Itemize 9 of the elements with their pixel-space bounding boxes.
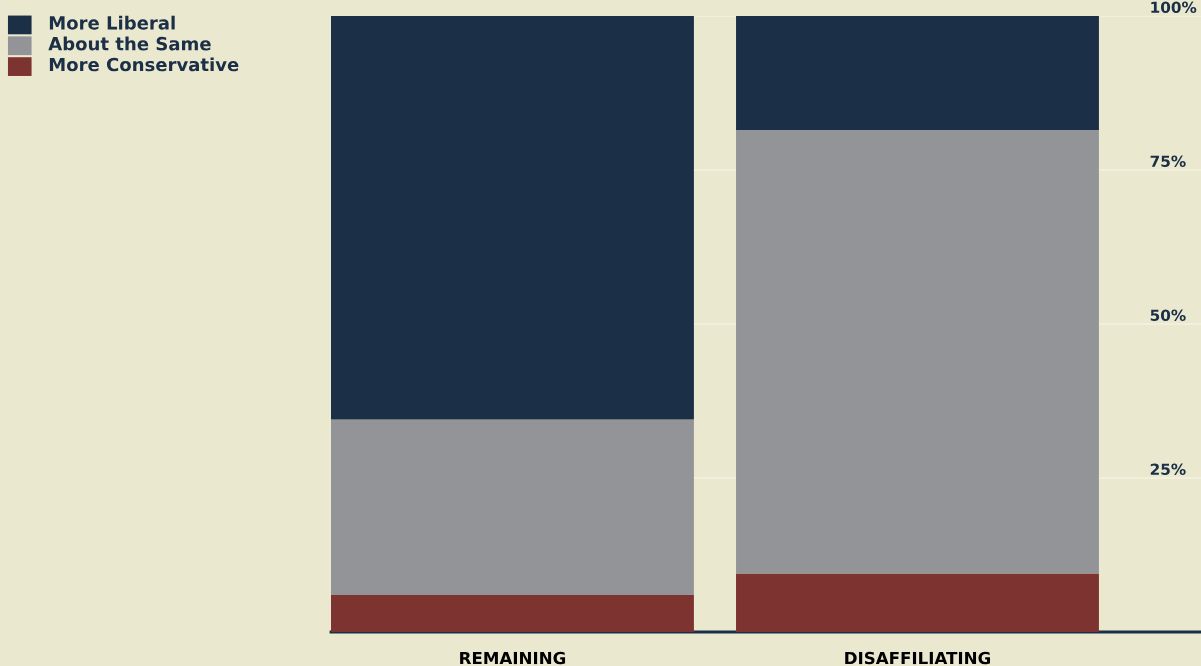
x-tick-label: DISAFFILIATING bbox=[845, 651, 991, 665]
legend-label: More Conservative bbox=[49, 57, 239, 72]
y-tick-label: 75% bbox=[1150, 155, 1186, 168]
x-tick-label: REMAINING bbox=[460, 651, 566, 665]
legend-label: About the Same bbox=[48, 36, 211, 51]
y-tick-label: 100% bbox=[1151, 1, 1197, 14]
legend-label: More Liberal bbox=[49, 15, 175, 30]
y-tick-label: 50% bbox=[1150, 309, 1186, 322]
y-tick-label: 25% bbox=[1150, 463, 1186, 476]
